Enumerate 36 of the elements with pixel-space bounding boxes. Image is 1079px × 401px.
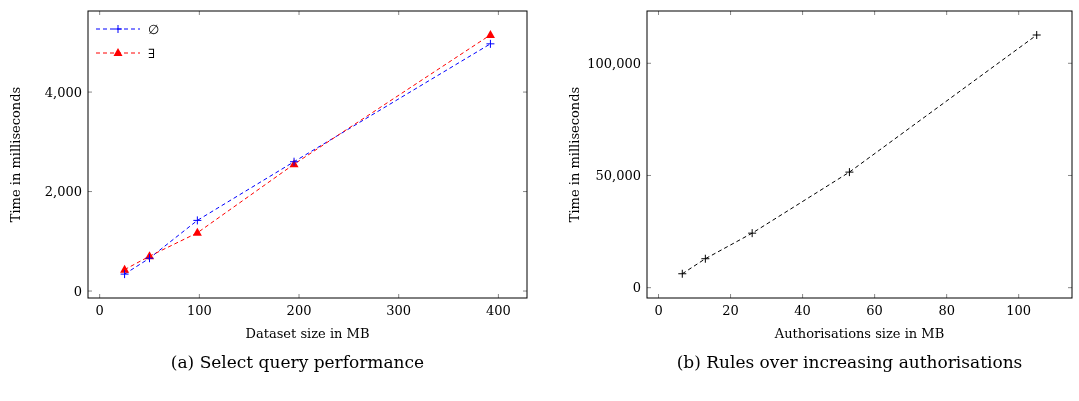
x-tick-label: 300 xyxy=(386,303,412,318)
point xyxy=(485,39,495,49)
x-axis-title: Dataset size in MB xyxy=(245,326,370,341)
x-tick-label: 80 xyxy=(938,303,955,318)
x-axis-title: Authorisations size in MB xyxy=(773,326,945,341)
point xyxy=(192,227,202,236)
legend-label: ∅ xyxy=(148,21,159,37)
y-tick-label: 0 xyxy=(73,283,82,299)
point xyxy=(700,254,710,264)
point xyxy=(485,29,495,38)
legend-label: ∃ xyxy=(148,45,156,61)
y-tick-label: 0 xyxy=(632,280,641,296)
point xyxy=(1032,30,1042,40)
x-tick-label: 60 xyxy=(866,303,883,318)
y-axis-title: Time in milliseconds xyxy=(567,86,582,223)
x-tick-label: 100 xyxy=(1006,303,1032,318)
x-tick-label: 20 xyxy=(722,303,739,318)
point xyxy=(677,269,687,279)
x-tick-label: 40 xyxy=(794,303,811,318)
x-tick-label: 100 xyxy=(186,303,212,318)
y-tick-label: 4,000 xyxy=(44,84,82,100)
point xyxy=(747,228,757,238)
y-tick-label: 100,000 xyxy=(587,55,641,71)
y-tick-label: 2,000 xyxy=(44,184,82,200)
x-tick-label: 0 xyxy=(654,303,663,318)
point xyxy=(844,167,854,177)
text: (b) Rules over increasing authorisations xyxy=(676,352,1023,372)
text: (a) Select query performance xyxy=(170,352,425,372)
point xyxy=(120,269,130,279)
x-tick-label: 200 xyxy=(286,303,312,318)
y-tick-label: 50,000 xyxy=(595,168,641,184)
point xyxy=(120,264,130,273)
y-axis-title: Time in milliseconds xyxy=(8,86,23,223)
point xyxy=(192,215,202,225)
x-tick-label: 0 xyxy=(95,303,104,318)
x-tick-label: 400 xyxy=(485,303,511,318)
